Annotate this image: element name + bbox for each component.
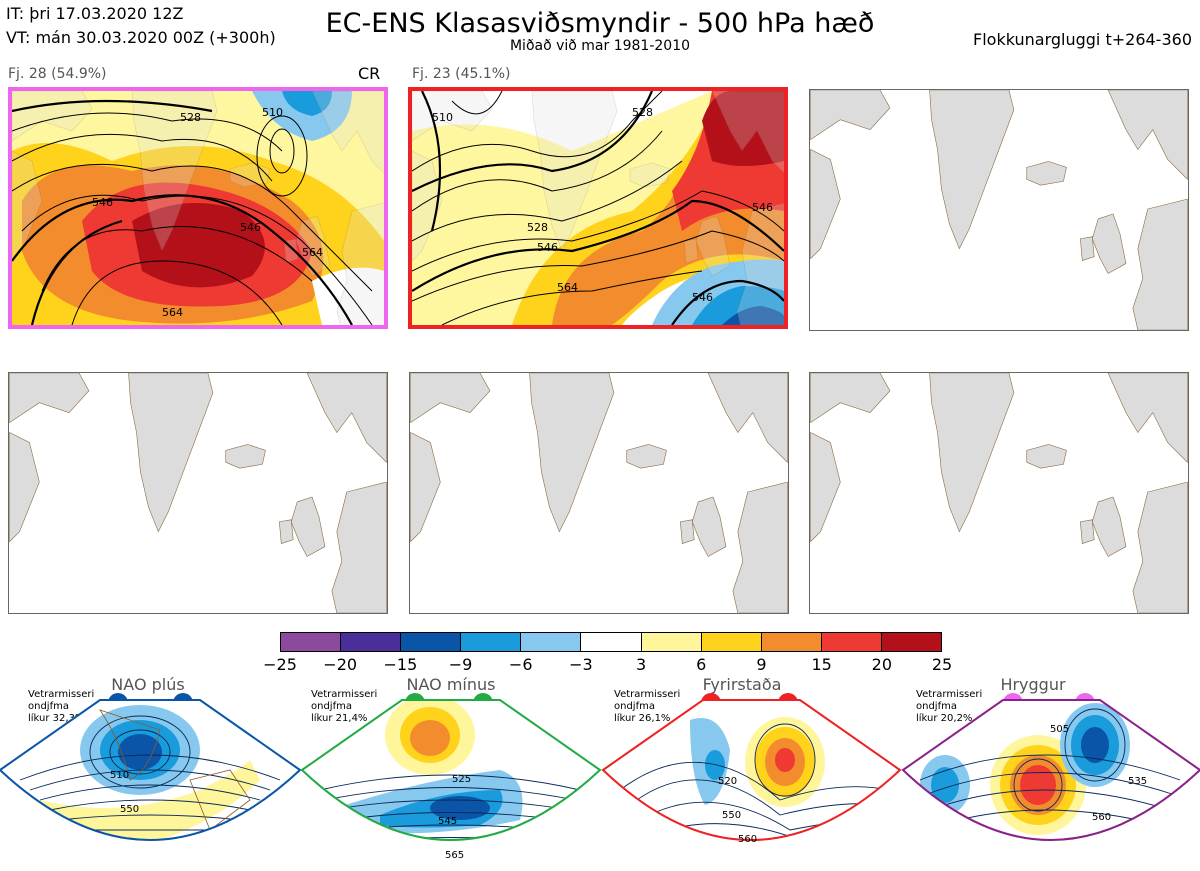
colorbar-tick-label: −25 [263, 655, 297, 674]
regime-3-contour-label: 560 [738, 834, 757, 845]
regime-4-contour-label: 560 [1092, 812, 1111, 823]
regime-3-frame [601, 699, 902, 841]
empty-map-panel [409, 372, 789, 614]
regime-1-frame [0, 699, 302, 841]
colorbar-swatch [281, 633, 342, 651]
colorbar-swatch [341, 633, 402, 651]
cluster-1-contour-label: 510 [262, 106, 283, 119]
regime-4-contour-label: 505 [1050, 724, 1069, 735]
regime-4-title: Hryggur [1000, 675, 1066, 694]
colorbar-tick-label: −15 [383, 655, 418, 674]
colorbar-tick-label: 6 [696, 655, 707, 674]
regime-4-note: Vetrarmisseri ondjfma líkur 20,2% [916, 689, 983, 724]
regime-1-contour-label: 510 [110, 770, 129, 781]
colorbar-swatch [701, 633, 762, 651]
regime-3-title: Fyrirstaða [702, 675, 782, 694]
cluster-2-map: 510 528 528 546 564 546 546 [408, 87, 788, 329]
regime-2-title: NAO mínus [406, 675, 496, 694]
issue-time: IT: þri 17.03.2020 12Z [6, 4, 184, 23]
cluster-2-contour-label: 546 [752, 201, 773, 214]
colorbar-tick-label: −3 [569, 655, 593, 674]
colorbar-swatch [521, 633, 582, 651]
cluster-2-contour-label: 510 [432, 111, 453, 124]
regime-3-note: Vetrarmisseri ondjfma líkur 26,1% [614, 689, 681, 724]
regime-2-note: Vetrarmisseri ondjfma líkur 21,4% [311, 689, 378, 724]
regime-4-frame [901, 699, 1200, 841]
colorbar-swatch [881, 633, 942, 651]
colorbar-tick-label: 25 [931, 655, 953, 674]
page-title: EC-ENS Klasasviðsmyndir - 500 hPa hæð [325, 8, 875, 39]
cluster-1-contour-label: 528 [180, 111, 201, 124]
colorbar-swatch [821, 633, 882, 651]
regime-4-map [903, 700, 1200, 840]
colorbar-swatch [461, 633, 522, 651]
empty-map-panel [8, 372, 388, 614]
regime-3-contour-label: 520 [718, 776, 737, 787]
colorbar-tick-label: 15 [811, 655, 832, 674]
colorbar-swatch [401, 633, 462, 651]
cluster-2-contour-label: 546 [537, 241, 558, 254]
regime-2-contour-label: 525 [452, 774, 471, 785]
cluster-2-contour-label: 546 [692, 291, 713, 304]
cluster-2-contour-label: 528 [527, 221, 548, 234]
regime-2-contour-label: 565 [445, 850, 464, 861]
cluster-2-contour-label: 564 [557, 281, 578, 294]
page-subtitle: Miðað við mar 1981-2010 [509, 38, 691, 54]
colorbar-tick-label: 3 [635, 655, 647, 674]
cluster-1-contour-label: 564 [302, 246, 323, 259]
classification-window: Flokkunargluggi t+264-360 [973, 30, 1192, 49]
regime-3-contour-label: 550 [722, 810, 741, 821]
colorbar-tick-label: −20 [323, 655, 358, 674]
colorbar-tick-label: 9 [756, 655, 767, 674]
colorbar-swatch [761, 633, 822, 651]
cluster-1-tag: CR [358, 64, 381, 83]
regime-1-map [0, 700, 300, 840]
regime-4-contour-label: 535 [1128, 776, 1147, 787]
regime-1-contour-label: 550 [120, 804, 139, 815]
regime-2-contour-label: 545 [438, 816, 457, 827]
colorbar-tick-label: −9 [448, 655, 473, 674]
regime-2-frame [300, 699, 602, 841]
colorbar-swatch [581, 633, 642, 651]
cluster-1-contour-label: 564 [162, 306, 183, 319]
cluster-1-contour-label: 546 [92, 196, 113, 209]
colorbar-tick-label: 20 [871, 655, 892, 674]
cluster-2-label: Fj. 23 (45.1%) [412, 66, 511, 82]
colorbar-swatch [641, 633, 702, 651]
cluster-1-label: Fj. 28 (54.9%) [8, 66, 107, 82]
anomaly-colorbar [280, 632, 942, 652]
cluster-2-contour-label: 528 [632, 106, 653, 119]
regime-1-note: Vetrarmisseri ondjfma líkur 32,3% [28, 689, 95, 724]
colorbar-tick-label: −6 [508, 655, 533, 674]
cluster-1-map: 528 510 546 546 564 564 [8, 87, 388, 329]
valid-time: VT: mán 30.03.2020 00Z (+300h) [6, 28, 276, 47]
regime-1-title: NAO plús [111, 675, 185, 694]
empty-map-panel [809, 89, 1189, 331]
cluster-1-contour-label: 546 [240, 221, 261, 234]
empty-map-panel [809, 372, 1189, 614]
regime-fans: 510 550 525 545 565 520 550 560 [0, 699, 1200, 861]
